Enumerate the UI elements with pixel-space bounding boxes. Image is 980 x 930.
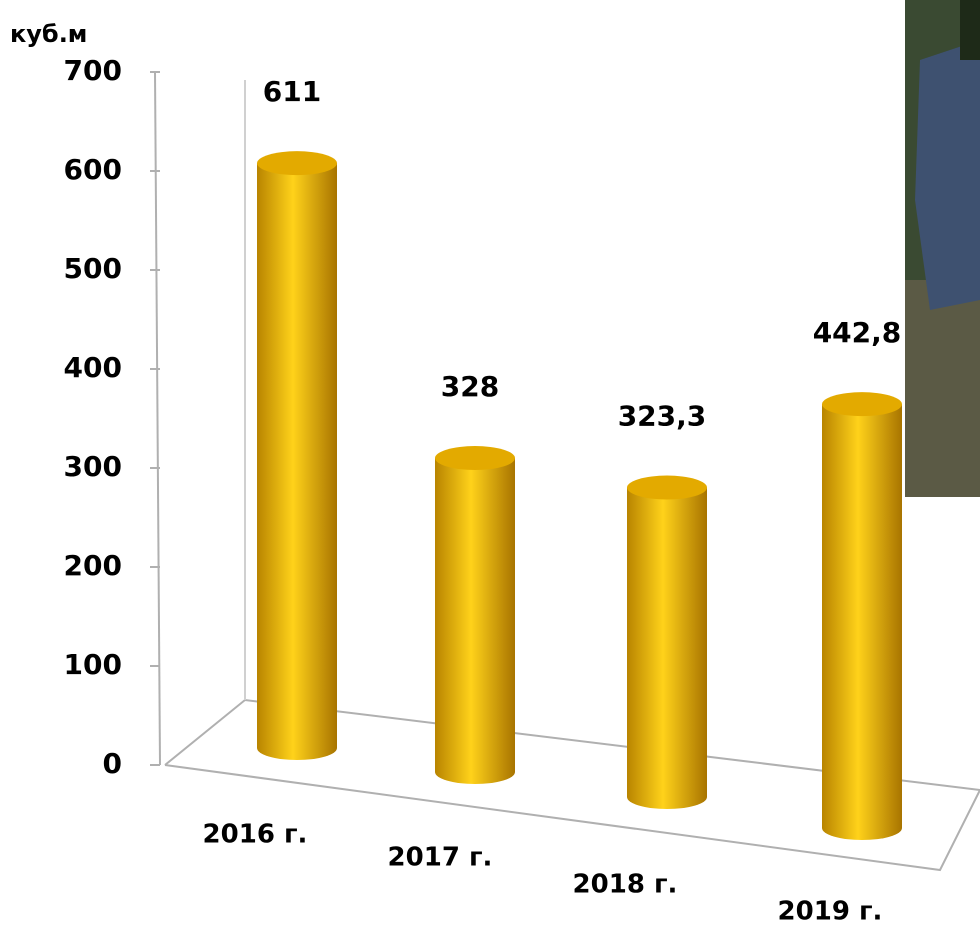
floor-front — [164, 764, 980, 872]
value-label: 442,8 — [813, 316, 902, 349]
bar-top — [257, 151, 337, 176]
photo-tree — [960, 0, 980, 60]
bar-top — [627, 475, 707, 500]
floor — [164, 80, 980, 872]
bar — [627, 487, 707, 809]
y-axis-label: куб.м — [10, 20, 87, 48]
x-tick-label: 2016 г. — [203, 820, 308, 850]
y-tick-label: 0 — [103, 747, 122, 780]
x-tick-label: 2017 г. — [388, 843, 493, 873]
photo-ground — [905, 280, 980, 497]
photo-jacket — [915, 40, 980, 310]
y-tick-label: 100 — [64, 648, 122, 681]
bar — [822, 404, 902, 840]
y-tick-label: 400 — [64, 351, 122, 384]
bar-top — [822, 392, 902, 417]
y-axis — [154, 71, 161, 766]
x-tick-label: 2018 г. — [573, 870, 678, 900]
bar — [435, 458, 515, 784]
y-tick-label: 200 — [64, 549, 122, 582]
value-label: 323,3 — [618, 400, 707, 433]
y-tick-label: 500 — [64, 252, 122, 285]
value-label: 611 — [263, 75, 321, 108]
bar — [257, 163, 337, 760]
value-label: 328 — [441, 370, 499, 403]
y-tick-label: 600 — [64, 153, 122, 186]
y-tick-label: 300 — [64, 450, 122, 483]
bar-top — [435, 446, 515, 471]
photo — [905, 0, 980, 497]
x-tick-label: 2019 г. — [778, 897, 883, 927]
y-tick-label: 700 — [64, 54, 122, 87]
